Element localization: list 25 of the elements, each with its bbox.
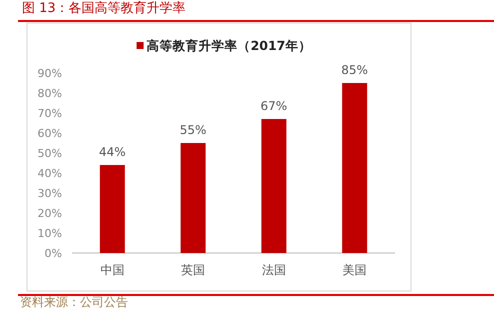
x-tick-label: 法国 xyxy=(262,263,286,277)
y-tick-label: 50% xyxy=(38,147,62,160)
data-label: 55% xyxy=(180,123,206,137)
x-tick-label: 中国 xyxy=(100,263,124,277)
data-label: 44% xyxy=(99,145,126,159)
data-label: 67% xyxy=(260,99,288,113)
bar xyxy=(261,119,286,253)
bar xyxy=(342,83,368,253)
x-tick-label: 英国 xyxy=(181,263,206,277)
y-tick-label: 40% xyxy=(38,167,62,180)
legend-label: 高等教育升学率（2017年） xyxy=(146,38,312,53)
text: 资料来源：公司公告 xyxy=(20,295,128,309)
y-tick-label: 60% xyxy=(38,127,62,140)
bar xyxy=(180,143,206,253)
y-tick-label: 30% xyxy=(38,187,62,200)
y-tick-label: 90% xyxy=(38,67,62,80)
x-tick-label: 美国 xyxy=(342,263,367,277)
y-tick-label: 70% xyxy=(38,107,62,120)
y-tick-label: 0% xyxy=(44,247,62,260)
y-tick-label: 80% xyxy=(38,87,62,100)
chart-title: 图 13：各国高等教育升学率 xyxy=(22,0,186,16)
y-tick-label: 10% xyxy=(38,227,62,240)
y-tick-label: 20% xyxy=(38,207,62,220)
data-label: 85% xyxy=(341,63,368,77)
bar xyxy=(100,165,125,253)
